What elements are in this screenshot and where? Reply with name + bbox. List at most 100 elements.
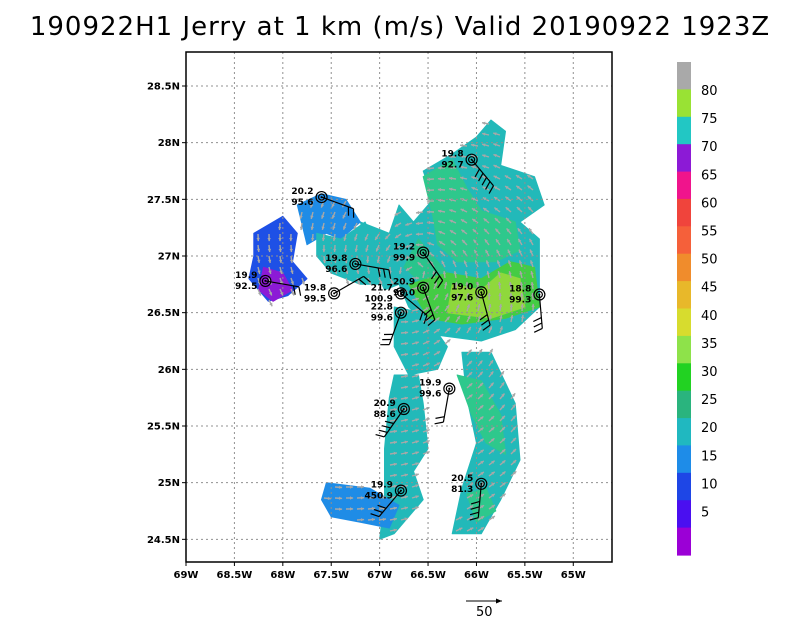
wind-vector-head <box>508 282 513 286</box>
station-marker-outer <box>397 402 410 416</box>
wind-vector-head <box>425 329 430 333</box>
wind-vector-head <box>479 360 483 364</box>
wind-vector-head <box>471 143 475 147</box>
station-marker-outer <box>417 246 430 259</box>
wind-vector-head <box>436 351 441 355</box>
wind-barb-flag <box>470 506 480 510</box>
wind-vector-head <box>393 462 397 466</box>
wind-vector-head <box>504 175 509 179</box>
wind-vector-head <box>415 440 419 444</box>
wind-vector-head <box>480 527 485 531</box>
longitude-tick-label: 68W <box>270 570 295 581</box>
wind-vector-head <box>290 281 294 285</box>
station-marker-outer <box>394 306 408 319</box>
wind-vector-head <box>332 215 336 219</box>
latitude-tick-label: 27N <box>158 252 180 263</box>
wind-vector-head <box>477 315 481 319</box>
wind-vector-head <box>507 239 511 243</box>
wind-barb-flag <box>435 416 445 419</box>
latitude-tick-label: 26N <box>158 365 180 376</box>
colorbar-swatch <box>677 335 691 364</box>
wind-vector-head <box>468 383 473 387</box>
wind-vector-head <box>345 281 349 285</box>
colorbar-label: 50 <box>701 253 718 268</box>
wind-vector-head <box>353 225 357 230</box>
wind-vector-head <box>393 396 398 401</box>
wind-vector-head <box>257 270 261 274</box>
wind-vector-head <box>482 154 486 158</box>
wind-vector-head <box>471 197 476 201</box>
wind-vector-head <box>490 405 494 409</box>
wind-vector-head <box>472 229 477 233</box>
longitude-tick-label: 65W <box>561 570 586 581</box>
wind-vector-head <box>422 271 426 275</box>
wind-vector-head <box>496 249 500 254</box>
longitude-tick-label: 66.5W <box>410 570 446 581</box>
colorbar-swatch <box>677 144 691 173</box>
wind-vector-head <box>499 315 503 319</box>
colorbar-swatch <box>677 418 691 447</box>
wind-vector-head <box>505 196 509 200</box>
wind-vector-head <box>438 209 442 213</box>
wind-vector-head <box>494 218 499 222</box>
station-marker-outer <box>394 287 408 300</box>
station-label-line2: 97.6 <box>451 293 473 303</box>
wind-vector-head <box>404 495 408 499</box>
station-label-line1: 19.9 <box>419 379 441 389</box>
wind-vector-head <box>279 270 283 274</box>
wind-vector-head <box>415 308 419 312</box>
wind-barb-flag <box>427 319 436 327</box>
wind-vector-head <box>463 250 467 254</box>
wind-vector-head <box>343 226 347 230</box>
wind-vector-head <box>426 188 431 192</box>
wind-vector-head <box>449 209 453 213</box>
wind-vector-head <box>415 243 420 247</box>
colorbar-swatch <box>677 253 691 282</box>
wind-vector-head <box>365 248 369 252</box>
wind-vector-head <box>501 393 505 397</box>
wind-vector-head <box>458 516 463 520</box>
station-label-line1: 19.8 <box>304 283 326 293</box>
wind-vector-head <box>334 270 338 274</box>
wind-vector-head <box>385 235 389 240</box>
wind-barb-flag <box>373 508 383 514</box>
wind-vector-head <box>491 460 495 464</box>
station-marker-outer <box>259 274 272 288</box>
wind-vector-head <box>311 237 315 242</box>
wind-vector-head <box>342 214 346 219</box>
station-label-line1: 20.5 <box>451 474 473 484</box>
wind-vector-head <box>460 208 465 212</box>
wind-vector-head <box>448 165 453 170</box>
colorbar-label: 55 <box>701 225 718 240</box>
wind-vector-head <box>396 258 400 262</box>
wind-barb-flag <box>481 319 490 326</box>
longitude-tick-label: 67.5W <box>313 570 349 581</box>
wind-vector-head <box>529 228 533 232</box>
station-label-line1: 20.2 <box>291 187 313 197</box>
longitude-tick-label: 67W <box>367 570 392 581</box>
wind-vector-head <box>393 407 397 412</box>
station-marker-inner <box>351 260 360 268</box>
station-marker-inner <box>468 156 476 164</box>
colorbar-label: 40 <box>701 309 718 324</box>
station-label-line1: 19.0 <box>451 282 473 292</box>
station-marker-dot <box>399 292 402 295</box>
wind-vector-head <box>531 303 535 307</box>
wind-barb-flag <box>419 311 424 321</box>
colorbar-swatch <box>677 527 691 556</box>
station-marker-dot <box>422 251 425 254</box>
station-label-line1: 19.9 <box>371 481 393 491</box>
wind-vector-head <box>415 484 419 488</box>
wind-vector-head <box>453 271 457 275</box>
wind-vector-head <box>404 418 408 422</box>
station-marker-outer <box>475 477 488 490</box>
wind-vector-head <box>375 248 379 252</box>
wind-vector-head <box>394 223 399 227</box>
wind-vector-head <box>491 482 495 486</box>
wind-vector-head <box>441 260 445 265</box>
station-label-line2: 88.6 <box>374 410 396 420</box>
colorbar-swatch <box>677 445 691 474</box>
station-marker-dot <box>402 408 405 410</box>
wind-vector-head <box>469 505 474 509</box>
wind-vector-head <box>321 215 325 219</box>
